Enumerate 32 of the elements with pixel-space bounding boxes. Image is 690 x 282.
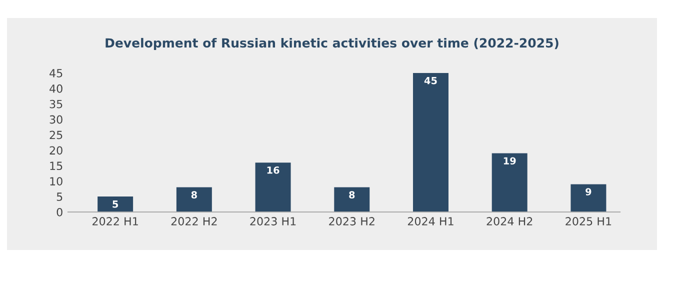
- bar: [492, 153, 528, 212]
- x-tick-label: 2024 H2: [486, 217, 532, 226]
- bar: [255, 162, 291, 212]
- y-tick-label: 5: [56, 192, 62, 201]
- data-label: 8: [349, 191, 355, 199]
- y-tick-label: 45: [50, 69, 62, 78]
- y-tick-label: 40: [50, 84, 62, 93]
- y-tick-label: 15: [50, 162, 62, 170]
- x-tick-label: 2022 H2: [171, 217, 217, 226]
- y-tick-label: 10: [50, 177, 62, 186]
- data-label: 19: [504, 157, 516, 165]
- bar: [334, 187, 370, 212]
- data-label: 16: [267, 166, 280, 174]
- x-tick-label: 2025 H1: [566, 217, 612, 226]
- y-tick-label: 30: [50, 115, 62, 124]
- x-tick-label: 2024 H1: [408, 217, 454, 226]
- y-tick-label: 35: [50, 100, 62, 108]
- y-tick-label: 25: [50, 130, 62, 140]
- data-label: 9: [586, 188, 592, 196]
- x-tick-label: 2023 H2: [329, 217, 374, 226]
- y-tick-label: 20: [50, 146, 62, 155]
- bar: [570, 184, 606, 212]
- chart-title: Development of Russian kinetic activities over time (2022-2025): [106, 38, 558, 50]
- data-label: 45: [424, 77, 437, 84]
- x-tick-label: 2023 H1: [250, 217, 296, 226]
- bar: [98, 196, 134, 212]
- data-label: 5: [112, 200, 118, 208]
- data-label: 8: [191, 191, 197, 199]
- bar: [176, 187, 212, 212]
- bar: [413, 73, 448, 212]
- y-tick-label: 0: [56, 208, 62, 216]
- x-tick-label: 2022 H1: [92, 217, 138, 226]
